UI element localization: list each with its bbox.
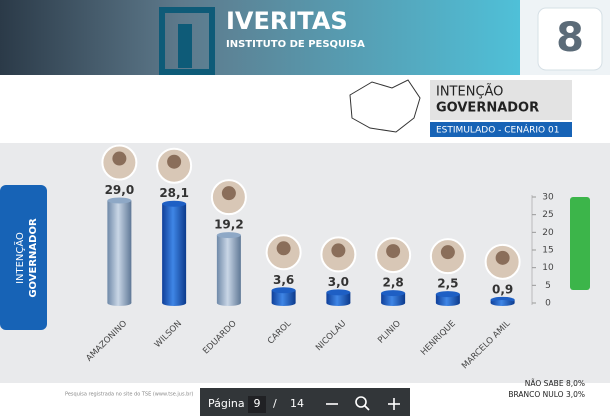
note-branco-nulo: BRANCO NULO 3,0% [508,390,585,399]
candidate-photo-head [112,151,127,166]
candidate-photo-head [331,243,346,258]
bar-cap [216,232,241,239]
value-label: 19,2 [214,218,244,232]
bar-base [381,300,406,306]
zoom-fit[interactable] [355,396,370,411]
bar-base [107,300,132,306]
value-label: 3,6 [273,273,294,287]
value-label: 3,0 [328,275,349,289]
toolbar-separator: / [273,397,277,410]
note-nao-sabe: NÃO SABE 8,0% [525,379,585,388]
bar-base [490,300,515,306]
footer-note: Pesquisa registrada no site do TSE (www.… [65,392,193,398]
title-line1: INTENÇÃO [436,84,503,100]
value-label: 29,0 [105,183,135,197]
bar-base [271,300,296,306]
y-tick-label: 25 [542,210,553,220]
bar-base [216,300,241,306]
candidate-photo-head [440,245,455,260]
bar-cap [381,290,406,297]
bar [435,294,460,303]
candidate-photo-head [495,250,510,265]
title-line2: GOVERNADOR [436,101,539,116]
y-tick-label: 20 [542,228,554,238]
side-tab-line2: GOVERNADOR [28,218,39,298]
logo-mark [159,7,215,75]
bar [107,200,132,303]
bar [381,293,406,303]
bar [271,290,296,303]
bar-base [162,300,187,306]
tagline: INSTITUTO DE PESQUISA [226,39,365,50]
value-label: 28,1 [159,186,189,200]
bar-cap [435,291,460,298]
toolbar [200,388,410,416]
bar-cap [107,197,132,204]
page-number: 8 [556,15,584,61]
value-label: 2,5 [437,277,458,291]
candidate-photo-head [221,186,236,201]
candidate-photo-head [276,241,291,256]
green-tab [570,197,590,290]
bar [326,292,351,303]
y-tick-label: 15 [542,246,553,256]
toolbar-label: Página [208,397,245,410]
title-box [430,80,572,120]
page-input[interactable] [248,396,266,413]
bar-cap [271,287,296,294]
value-label: 0,9 [492,282,513,296]
bar-base [326,300,351,306]
y-tick-label: 10 [542,263,554,273]
subtitle: ESTIMULADO - CENÁRIO 01 [436,124,559,136]
y-tick-label: 30 [542,193,554,203]
side-tab [0,185,47,330]
side-tab-line1: INTENÇÃO [13,232,26,284]
candidate-photo-head [167,154,182,169]
map-outline [349,79,421,133]
bar-cap [326,289,351,296]
bar-base [435,300,460,306]
bar [216,235,241,303]
y-tick-label: 5 [545,281,551,291]
toolbar-current: 9 [254,397,261,410]
zoom-in[interactable] [388,398,400,410]
bar [162,203,187,303]
value-label: 2,8 [382,276,403,290]
header-photo [0,0,520,75]
y-tick-label: 0 [545,299,551,309]
bar-cap [162,200,187,207]
page-badge [537,7,603,71]
logo-mark-inner [178,24,192,68]
brand: IVERITAS [226,7,348,35]
candidate-photo-head [386,244,401,259]
subtitle-box [430,122,572,137]
toolbar-total: 14 [290,397,304,410]
